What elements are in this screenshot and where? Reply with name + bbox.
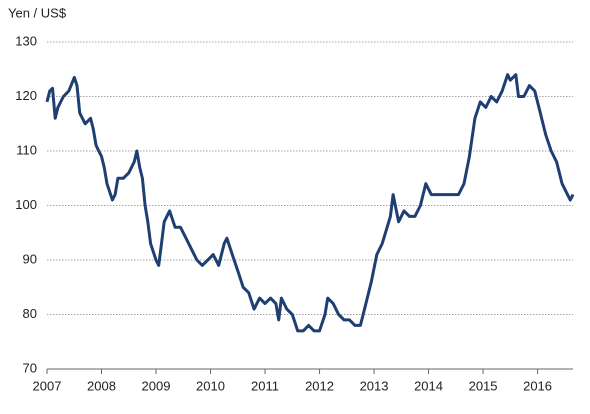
x-tick-label: 2007: [33, 378, 62, 393]
y-tick-label: 90: [23, 251, 37, 266]
line-series: [45, 73, 575, 333]
x-tick-label: 2009: [142, 378, 171, 393]
y-tick-label: 70: [23, 360, 37, 375]
x-tick-label: 2013: [360, 378, 389, 393]
x-tick-label: 2010: [196, 378, 225, 393]
x-tick-label: 2016: [523, 378, 552, 393]
x-tick-label: 2012: [305, 378, 334, 393]
x-tick-label: 2015: [469, 378, 498, 393]
y-axis-label: Yen / US$: [8, 5, 67, 20]
x-tick-label: 2011: [251, 378, 279, 393]
y-tick-label: 110: [16, 142, 37, 157]
y-tick-label: 120: [15, 88, 37, 103]
y-tick-label: 130: [15, 33, 37, 48]
x-tick-label: 2014: [414, 378, 443, 393]
x-tick-label: 2008: [87, 378, 116, 393]
y-tick-label: 80: [23, 306, 37, 321]
y-tick-label: 100: [15, 197, 37, 212]
